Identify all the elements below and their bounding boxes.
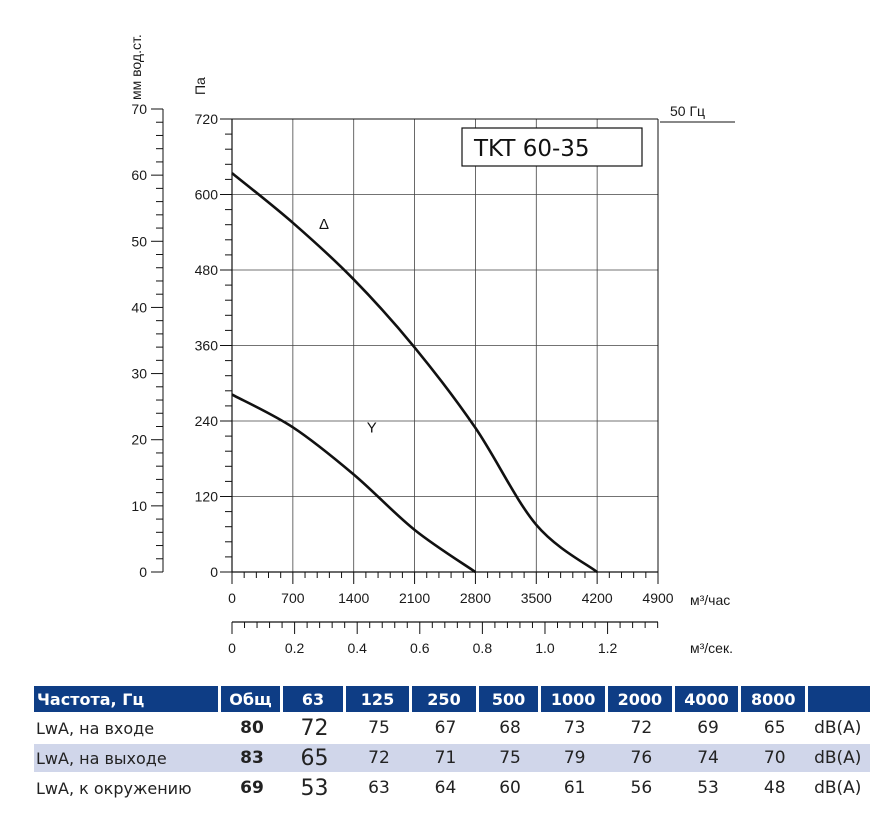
pa-tick-label: 360 bbox=[195, 338, 219, 354]
sec-tick-label: 1.0 bbox=[535, 640, 555, 656]
header-frequency: Частота, Гц bbox=[34, 686, 221, 712]
header-63: 63 bbox=[283, 686, 346, 712]
row-label: LwA, на выходе bbox=[34, 744, 221, 772]
band-value: 68 bbox=[499, 718, 521, 738]
x-tick-label: 2100 bbox=[399, 590, 430, 606]
band-value: 65 bbox=[763, 718, 786, 738]
band-value: 48 bbox=[763, 778, 786, 798]
pa-tick-label: 0 bbox=[210, 564, 218, 580]
noise-row: LwA, на входе 80 72 75 67 68 73 72 69 65 dB(A) bbox=[34, 714, 870, 742]
band-value: 67 bbox=[434, 718, 457, 738]
mm-tick-label: 60 bbox=[131, 167, 147, 183]
noise-table-header: Частота, Гц Общ 63 125 250 500 1000 2000 4000 800… bbox=[34, 686, 870, 712]
mm-axis-label: мм вод.ст. bbox=[128, 34, 144, 100]
x-axis-label-hour: м³/час bbox=[690, 592, 730, 608]
header-500: 500 bbox=[478, 686, 542, 712]
noise-row: LwA, на выходе 83 65 72 71 75 79 76 74 70 dB(A) bbox=[34, 744, 870, 772]
band-value: 61 bbox=[563, 778, 586, 798]
band-value: 72 bbox=[345, 744, 413, 772]
sec-tick-label: 0.6 bbox=[410, 640, 430, 656]
header-125: 125 bbox=[345, 686, 413, 712]
mm-tick-label: 30 bbox=[131, 366, 147, 382]
x-tick-label: 3500 bbox=[521, 590, 552, 606]
header-250: 250 bbox=[412, 686, 479, 712]
curves: ΔY bbox=[231, 172, 598, 574]
mm-tick-label: 70 bbox=[131, 101, 147, 117]
noise-row: LwA, к окружению 69 53 63 64 60 61 56 53 48 dB(A) bbox=[34, 774, 870, 802]
band-value: 70 bbox=[741, 744, 809, 772]
total-value: 83 bbox=[220, 744, 284, 772]
unit-label: dB(A) bbox=[814, 778, 862, 798]
header-1000: 1000 bbox=[541, 686, 608, 712]
x-tick-label: 700 bbox=[281, 590, 305, 606]
model-label: TKT 60-35 bbox=[473, 136, 590, 162]
noise-table: Частота, Гц Общ 63 125 250 500 1000 2000 4000 800… bbox=[34, 684, 870, 804]
band-value: 71 bbox=[412, 744, 479, 772]
x-tick-label: 1400 bbox=[338, 590, 369, 606]
band-value: 79 bbox=[541, 744, 608, 772]
sec-tick-label: 0 bbox=[228, 640, 236, 656]
total-value: 80 bbox=[240, 718, 264, 738]
curve-label: Y bbox=[367, 419, 377, 436]
mm-tick-label: 40 bbox=[131, 299, 147, 315]
sec-tick-label: 0.2 bbox=[285, 640, 305, 656]
curve-delta bbox=[231, 172, 598, 574]
band-value: 74 bbox=[674, 744, 742, 772]
x-tick-label: 2800 bbox=[460, 590, 491, 606]
curve-star bbox=[231, 393, 477, 574]
unit-label: dB(A) bbox=[808, 744, 870, 772]
header-Общ: Общ bbox=[220, 686, 284, 712]
header-2000: 2000 bbox=[608, 686, 675, 712]
header-unit bbox=[808, 686, 870, 712]
band-value: 76 bbox=[608, 744, 675, 772]
mm-tick-label: 0 bbox=[139, 564, 147, 580]
pa-tick-label: 240 bbox=[195, 413, 219, 429]
x-tick-label: 4900 bbox=[642, 590, 673, 606]
band-value: 72 bbox=[630, 718, 653, 738]
model-label-box bbox=[461, 127, 643, 167]
x-tick-label: 0 bbox=[228, 590, 236, 606]
header-8000: 8000 bbox=[741, 686, 809, 712]
row-label: LwA, к окружению bbox=[36, 778, 192, 798]
mm-tick-label: 10 bbox=[131, 498, 147, 514]
total-value: 69 bbox=[240, 778, 264, 798]
band-value: 72 bbox=[300, 715, 329, 741]
band-value: 56 bbox=[630, 778, 653, 798]
band-value: 64 bbox=[434, 778, 457, 798]
mm-tick-label: 20 bbox=[131, 432, 147, 448]
band-value: 75 bbox=[368, 718, 390, 738]
unit-label: dB(A) bbox=[814, 718, 862, 738]
band-value: 69 bbox=[697, 718, 719, 738]
curve-label: Δ bbox=[319, 216, 329, 233]
chart-grid bbox=[232, 119, 658, 572]
band-value: 53 bbox=[697, 778, 719, 798]
x-axis-label-sec: м³/сек. bbox=[690, 640, 733, 656]
band-value: 73 bbox=[563, 718, 586, 738]
sec-tick-label: 1.2 bbox=[598, 640, 618, 656]
chart-axes: 720 600 480 360 240 120 0 Па 70 60 50 40 30 20 10 0 мм в… bbox=[128, 34, 733, 656]
fan-performance-chart: 720 600 480 360 240 120 0 Па 70 60 50 40 30 20 10 0 мм в… bbox=[128, 34, 735, 656]
pa-tick-label: 120 bbox=[195, 489, 219, 505]
band-value: 53 bbox=[300, 775, 329, 801]
band-value: 75 bbox=[478, 744, 542, 772]
band-value: 63 bbox=[368, 778, 390, 798]
sec-tick-label: 0.8 bbox=[473, 640, 493, 656]
row-label: LwA, на входе bbox=[36, 718, 155, 738]
band-value: 60 bbox=[499, 778, 521, 798]
band-value: 65 bbox=[283, 744, 346, 772]
sec-tick-label: 0.4 bbox=[347, 640, 367, 656]
pa-axis-label: Па bbox=[192, 77, 208, 95]
pa-tick-label: 480 bbox=[195, 262, 219, 278]
header-4000: 4000 bbox=[674, 686, 742, 712]
pa-tick-label: 720 bbox=[195, 111, 219, 127]
mm-tick-label: 50 bbox=[131, 233, 147, 249]
frequency-label: 50 Гц bbox=[670, 103, 705, 119]
pa-tick-label: 600 bbox=[195, 187, 219, 203]
x-tick-label: 4200 bbox=[582, 590, 613, 606]
